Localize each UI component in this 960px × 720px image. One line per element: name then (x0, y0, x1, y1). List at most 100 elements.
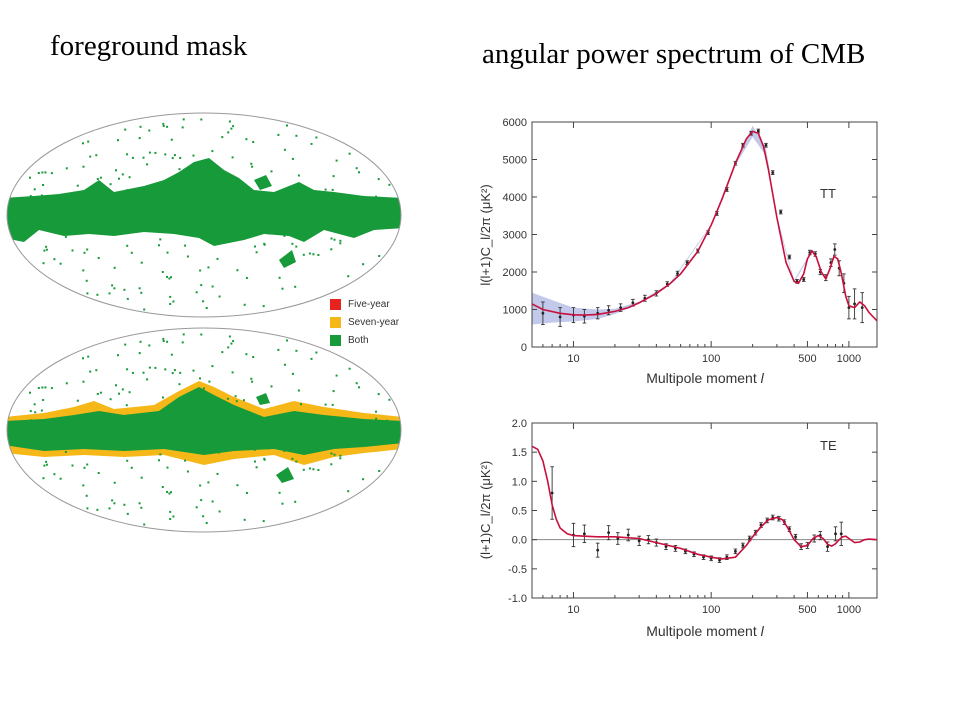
point-source-dot (252, 141, 255, 143)
point-source-dot (255, 251, 258, 254)
te-power-spectrum-chart: -1.0-0.50.00.51.01.52.0 10 100 500 1000 TE … (478, 418, 878, 639)
point-source-dot (232, 340, 235, 343)
point-source-dot (378, 470, 381, 472)
point-source-dot (200, 118, 203, 121)
legend-item-seven-year: Seven-year (330, 313, 399, 331)
point-source-dot (85, 494, 88, 497)
data-marker (826, 545, 829, 549)
point-source-dot (202, 300, 205, 303)
point-source-dot (286, 124, 288, 127)
point-source-dot (195, 506, 198, 509)
point-source-dot (76, 399, 79, 402)
data-point (832, 243, 837, 256)
point-source-dot (205, 307, 208, 309)
point-source-dot (113, 502, 116, 505)
point-source-dot (33, 188, 36, 191)
point-source-dot (192, 154, 195, 157)
point-source-dot (161, 204, 164, 207)
x-axis: 10 100 500 1000 (542, 122, 861, 365)
point-source-dot (227, 346, 230, 349)
point-source-dot (348, 367, 351, 370)
data-point (793, 533, 798, 540)
point-source-dot (71, 249, 74, 252)
data-point (626, 528, 631, 542)
point-source-dot (146, 378, 149, 381)
point-source-dot (178, 383, 181, 386)
sky-mask-map-seven-year (6, 327, 402, 533)
mask-blob-north-east (254, 175, 272, 190)
point-source-dot (358, 171, 360, 174)
point-source-dot (310, 357, 313, 360)
legend-swatch (330, 334, 341, 346)
point-source-dot (161, 271, 164, 273)
point-source-dot (170, 138, 173, 141)
data-point (582, 524, 587, 544)
point-source-dot (83, 466, 86, 469)
point-source-dot (255, 466, 258, 469)
point-source-dot (182, 333, 185, 336)
point-source-dot (126, 445, 129, 448)
point-source-dot (335, 159, 338, 162)
point-source-dot (113, 481, 116, 484)
point-source-dot (173, 193, 176, 196)
point-source-dot (71, 425, 73, 428)
point-source-dot (169, 510, 172, 513)
point-source-dot (96, 508, 99, 511)
point-source-dot (182, 118, 185, 121)
point-source-dot (147, 422, 150, 425)
point-source-dot (99, 176, 102, 179)
point-source-dot (179, 371, 182, 374)
point-source-dot (42, 477, 45, 480)
point-source-dot (140, 261, 143, 264)
point-source-dot (262, 520, 265, 523)
point-source-dot (115, 169, 117, 172)
x-axis-label-text: Multipole moment (646, 623, 757, 639)
point-source-dot (76, 184, 79, 187)
point-source-dot (308, 252, 311, 255)
point-source-dot (159, 238, 162, 241)
y-tick-label: 2.0 (512, 418, 527, 430)
point-source-dot (148, 344, 151, 347)
point-source-dot (183, 426, 186, 429)
point-source-dot (221, 136, 224, 139)
point-source-dot (162, 396, 164, 399)
point-source-dot (123, 288, 126, 291)
point-source-dot (280, 260, 283, 263)
point-source-dot (310, 142, 313, 145)
point-source-dot (330, 237, 333, 240)
mask-legend: Five-year Seven-year Both (330, 295, 399, 349)
point-source-dot (40, 194, 43, 197)
point-source-dot (138, 137, 141, 140)
point-source-dot (96, 293, 99, 296)
point-source-dot (42, 399, 45, 401)
point-source-dot (251, 380, 254, 383)
point-source-dot (386, 419, 388, 422)
tt-model-curve (531, 130, 878, 322)
point-source-dot (86, 248, 89, 251)
point-source-dot (291, 242, 294, 245)
point-source-dot (283, 449, 286, 452)
point-source-dot (331, 403, 334, 406)
point-source-dot (128, 391, 131, 394)
point-source-dot (344, 443, 347, 446)
point-source-dot (281, 287, 284, 290)
point-source-dot (195, 291, 198, 294)
y-tick-label: 0 (521, 342, 527, 354)
point-source-dot (304, 227, 307, 230)
point-source-dot (359, 208, 362, 211)
legend-swatch (330, 316, 341, 328)
point-source-dot (171, 372, 174, 375)
point-source-dot (29, 410, 32, 413)
x-tick-label: 100 (702, 353, 720, 365)
point-source-dot (179, 156, 182, 159)
point-source-dot (146, 163, 149, 166)
point-source-dot (255, 223, 258, 226)
point-source-dot (121, 173, 124, 176)
point-source-dot (304, 442, 307, 445)
point-source-dot (280, 475, 283, 478)
point-source-dot (207, 481, 210, 484)
point-source-dot (252, 356, 255, 358)
point-source-dot (236, 269, 239, 272)
point-source-dot (216, 472, 219, 475)
point-source-dot (161, 486, 164, 488)
